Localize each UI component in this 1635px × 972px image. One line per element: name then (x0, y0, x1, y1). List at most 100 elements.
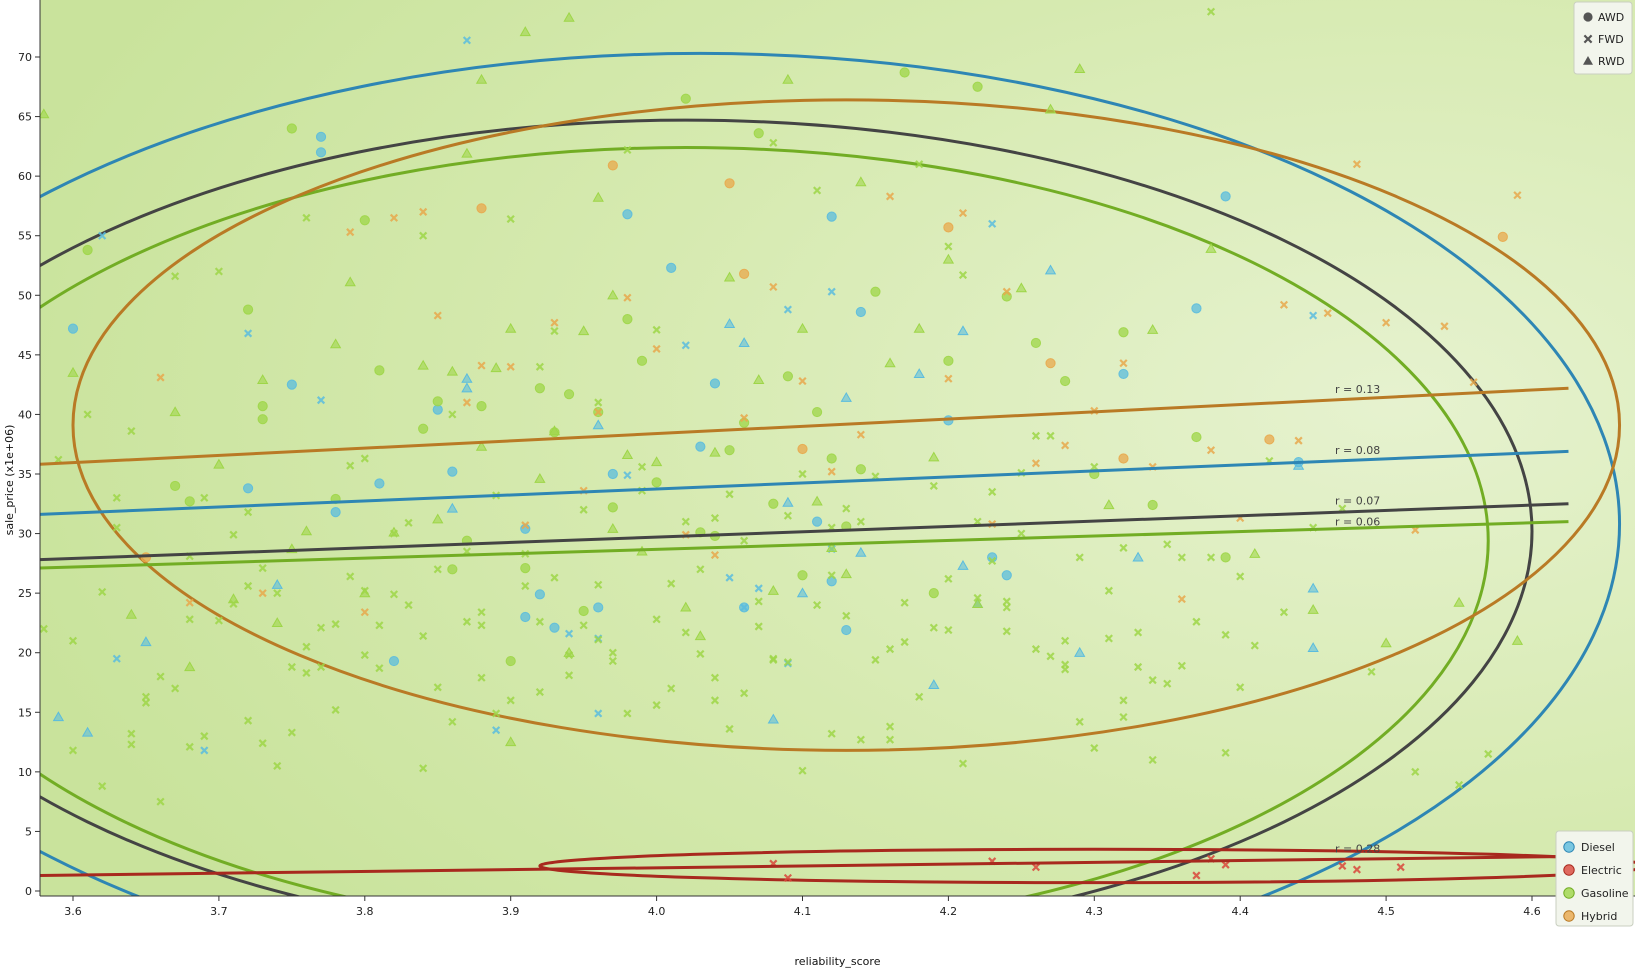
point-hybrid-x (156, 373, 165, 382)
axes: 3.6 3.7 3.8 3.9 4.0 4.1 4.2 4.3 4.4 4.5 4.6 0 5 10 15 2… (3, 0, 1635, 968)
point-gasoline-circle (432, 396, 443, 407)
point-gasoline-triangle (592, 191, 604, 202)
legend-label-awd: AWD (1598, 11, 1624, 24)
point-gasoline-x (1367, 667, 1376, 676)
point-gasoline-x (798, 469, 807, 479)
point-gasoline-triangle (753, 374, 765, 384)
confidence-ellipses (40, 52, 1635, 896)
point-gasoline-x (360, 454, 369, 463)
point-gasoline-x (944, 242, 953, 251)
point-gasoline-x (214, 616, 223, 625)
point-gasoline-x (244, 716, 253, 725)
point-hybrid-x (521, 521, 530, 530)
point-gasoline-x (696, 649, 705, 658)
point-diesel-circle (1118, 368, 1129, 380)
point-gasoline-x (1279, 608, 1289, 617)
point-gasoline-x (244, 581, 253, 591)
point-diesel-x (827, 287, 836, 296)
point-hybrid-x (1031, 459, 1041, 468)
point-diesel-triangle (723, 318, 736, 328)
point-gasoline-x (112, 523, 121, 532)
y-tick-label: 20 (18, 647, 32, 660)
point-gasoline-x (988, 556, 997, 566)
point-electric-x (1338, 861, 1347, 871)
point-gasoline-x (1221, 630, 1230, 639)
point-gasoline-triangle (577, 325, 590, 336)
point-gasoline-x (404, 518, 413, 527)
point-gasoline-x (141, 692, 151, 701)
point-gasoline-x (302, 642, 311, 651)
legend-label-gasoline: Gasoline (1581, 887, 1629, 900)
point-gasoline-x (127, 729, 136, 738)
point-gasoline-circle (1060, 375, 1071, 387)
point-hybrid-x (1513, 191, 1522, 200)
point-gasoline-x (1017, 529, 1026, 538)
point-gasoline-triangle (1103, 499, 1115, 510)
point-gasoline-x (68, 746, 78, 755)
point-hybrid-x (958, 208, 968, 218)
point-gasoline-circle (242, 304, 254, 315)
point-gasoline-x (827, 571, 836, 580)
y-tick-label: 55 (18, 230, 32, 243)
y-tick-label: 45 (18, 349, 32, 362)
point-gasoline-x (535, 687, 544, 697)
point-gasoline-x (652, 615, 661, 624)
point-gasoline-circle (855, 464, 866, 475)
point-hybrid-x (1469, 378, 1478, 387)
point-gasoline-circle (680, 93, 691, 104)
point-gasoline-x (1119, 696, 1128, 705)
point-gasoline-triangle (1015, 282, 1028, 293)
point-diesel-x (462, 36, 472, 45)
point-diesel-x (681, 341, 690, 350)
ellipse-hybrid (71, 98, 1622, 752)
point-gasoline-triangle (1307, 604, 1319, 614)
legend-marker-x (1583, 34, 1593, 44)
point-gasoline-x (754, 622, 763, 631)
y-tick-label: 25 (18, 587, 32, 600)
color-legend-box (1555, 830, 1634, 927)
point-hybrid-x (506, 362, 515, 371)
point-gasoline-x (214, 267, 223, 276)
y-tick-label: 10 (18, 766, 32, 779)
point-diesel-circle (242, 483, 254, 494)
x-axis-label: reliability_score (795, 955, 881, 968)
point-electric-x (1396, 863, 1405, 872)
point-gasoline-circle (607, 502, 618, 513)
point-diesel-triangle (1044, 264, 1057, 275)
point-diesel-triangle (1074, 646, 1086, 657)
point-gasoline-triangle (826, 542, 838, 552)
point-diesel-triangle (1307, 582, 1319, 593)
point-diesel-circle (593, 602, 604, 613)
point-electric-x (1221, 860, 1230, 869)
point-gasoline-x (273, 589, 282, 598)
point-diesel-x (200, 746, 209, 755)
point-gasoline-x (477, 608, 486, 617)
point-gasoline-triangle (913, 322, 925, 333)
point-gasoline-circle (447, 564, 458, 575)
point-diesel-circle (447, 466, 458, 477)
point-diesel-triangle (796, 587, 809, 598)
point-gasoline-triangle (928, 451, 940, 462)
point-gasoline-x (667, 684, 676, 693)
point-hybrid-x (360, 608, 369, 617)
point-gasoline-x (1031, 645, 1041, 654)
point-gasoline-x (331, 705, 340, 714)
point-gasoline-x (302, 668, 311, 678)
point-diesel-x (112, 654, 121, 663)
point-gasoline-circle (870, 286, 881, 297)
point-gasoline-x (462, 617, 472, 626)
point-gasoline-x (535, 362, 544, 371)
point-gasoline-x (98, 782, 107, 791)
point-gasoline-triangle (563, 646, 575, 657)
point-diesel-triangle (271, 578, 283, 589)
point-diesel-circle (622, 209, 633, 220)
point-gasoline-x (1104, 586, 1113, 595)
point-hybrid-x (477, 361, 486, 370)
point-hybrid-circle (739, 268, 750, 279)
point-gasoline-x (258, 564, 267, 573)
point-gasoline-triangle (782, 73, 794, 84)
point-gasoline-x (550, 573, 559, 582)
point-gasoline-x (710, 696, 720, 705)
point-hybrid-circle (1264, 434, 1275, 445)
